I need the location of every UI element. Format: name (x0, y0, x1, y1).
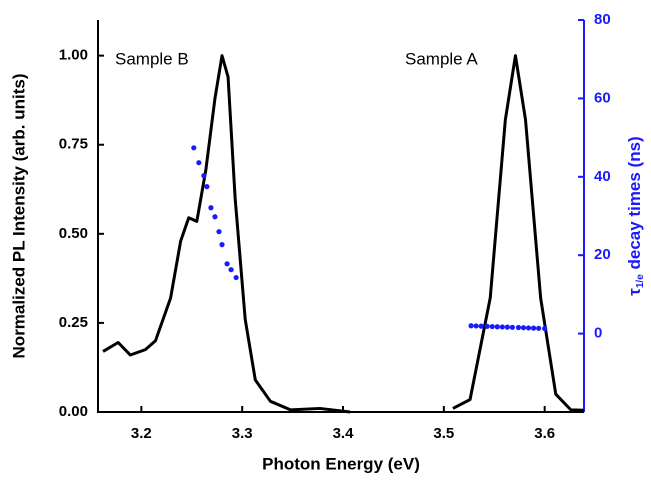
point (216, 229, 222, 235)
point (196, 160, 202, 166)
line (102, 54, 351, 414)
x-tick-label: 3.6 (534, 425, 555, 442)
y-tick-label: 0.50 (59, 225, 88, 242)
x-axis-label: Photon Energy (eV) (262, 454, 420, 473)
y2-tick-label: 60 (594, 89, 611, 106)
x-tick-label: 3.5 (433, 425, 454, 442)
y2-axis-label: τ1/e decay times (ns) (625, 136, 645, 295)
point (504, 324, 510, 330)
point (489, 323, 495, 330)
point (473, 323, 479, 329)
point (499, 324, 505, 330)
point (201, 173, 207, 179)
line (452, 54, 585, 412)
y-axis-label: Normalized PL Intensity (arb. units) (9, 74, 28, 359)
y2-label-part: τ (625, 288, 644, 296)
point (494, 324, 500, 330)
y-tick-label: 0.25 (59, 314, 88, 331)
point (212, 214, 218, 220)
annotation: Sample B (115, 49, 189, 68)
point (204, 184, 210, 190)
point (515, 324, 522, 331)
point (208, 205, 214, 211)
point (233, 274, 239, 281)
y-tick-label: 0.00 (59, 403, 88, 420)
x-tick-label: 3.2 (131, 425, 152, 442)
point (191, 145, 197, 151)
y-tick-label: 1.00 (59, 47, 88, 64)
y2-tick-label: 40 (594, 168, 611, 185)
point (478, 323, 484, 329)
point (536, 325, 542, 331)
y2-tick-label: 0 (594, 325, 602, 342)
point (520, 325, 527, 331)
x-tick-label: 3.4 (333, 425, 355, 442)
y2-tick-label: 20 (594, 246, 611, 263)
point (509, 324, 516, 330)
x-tick-label: 3.3 (232, 425, 253, 442)
point (468, 323, 474, 329)
annotation: Sample A (405, 49, 478, 68)
point (219, 242, 225, 248)
y2-label-part: decay times (ns) (625, 136, 644, 274)
point (525, 325, 532, 331)
point (542, 325, 548, 332)
y-tick-label: 0.75 (59, 136, 88, 153)
point (530, 325, 537, 331)
point (484, 323, 490, 329)
point (224, 261, 230, 267)
y2-tick-label: 80 (594, 11, 611, 28)
point (228, 267, 234, 273)
y2-label-part: 1/e (635, 274, 646, 288)
